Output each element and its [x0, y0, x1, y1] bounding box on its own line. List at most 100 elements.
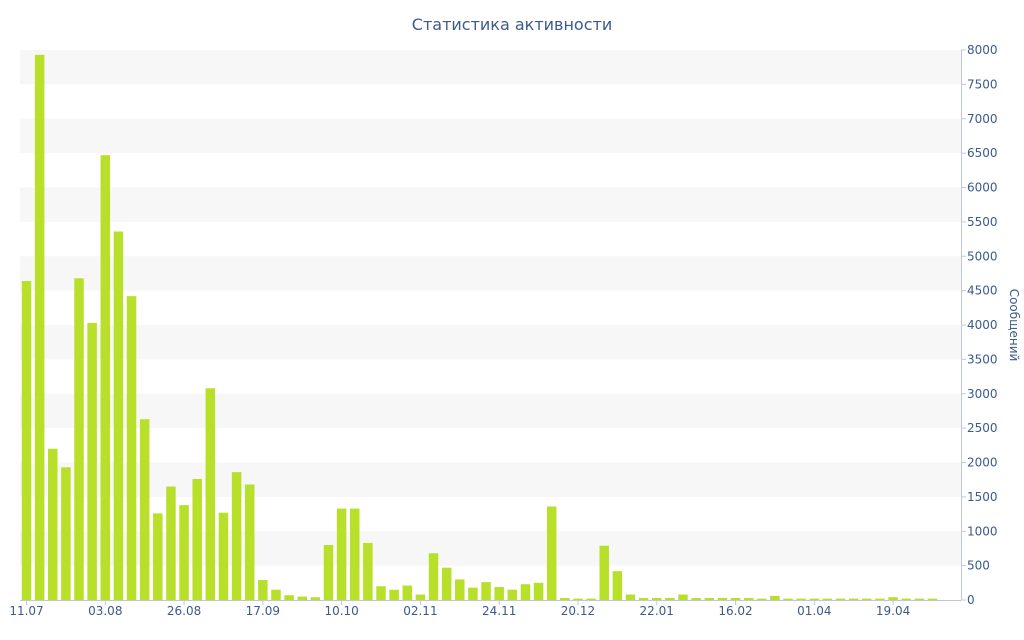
- x-tick-label: 11.07: [9, 604, 43, 618]
- x-tick-label: 26.08: [167, 604, 201, 618]
- x-tick-label: 17.09: [246, 604, 280, 618]
- bar: [192, 479, 202, 600]
- bar: [34, 54, 45, 601]
- bar: [468, 587, 478, 601]
- grid-band: [20, 531, 961, 566]
- bar: [336, 508, 347, 600]
- y-tick-label: 1000: [967, 524, 998, 538]
- bar: [205, 388, 216, 600]
- bar: [323, 545, 334, 600]
- x-tick-label: 10.10: [324, 604, 358, 618]
- y-axis: 0 500 1000 1500 2000 2500 3000 3500 4000 4500 5000…: [961, 43, 1021, 607]
- bar: [533, 582, 544, 600]
- bar: [218, 512, 229, 600]
- y-tick-label: 500: [967, 559, 990, 573]
- x-tick-label: 03.08: [88, 604, 122, 618]
- y-tick-label: 5500: [967, 215, 998, 229]
- bar: [665, 597, 675, 600]
- bar: [599, 545, 609, 600]
- bar: [244, 484, 255, 600]
- bar: [481, 582, 491, 601]
- grid-band: [20, 187, 961, 222]
- bar: [166, 486, 176, 600]
- x-tick-label: 24.11: [482, 604, 516, 618]
- bar: [717, 597, 728, 600]
- bar: [638, 597, 649, 600]
- bar: [651, 597, 662, 600]
- bar: [704, 597, 715, 600]
- bars-group: [21, 54, 938, 601]
- bar: [770, 595, 780, 601]
- y-tick-label: 7500: [967, 77, 998, 91]
- bar: [901, 598, 911, 601]
- y-tick-label: 4500: [967, 284, 998, 298]
- bar: [455, 579, 465, 601]
- grid-band: [20, 325, 961, 360]
- bar: [284, 595, 294, 600]
- bar: [573, 598, 583, 601]
- bar: [520, 584, 531, 600]
- y-tick-label: 3000: [967, 387, 998, 401]
- bar: [691, 597, 701, 600]
- x-axis: 11.07 03.08 26.08 17.09 10.10 02.11 24.11 20.12…: [9, 600, 961, 618]
- y-tick-label: 3500: [967, 352, 998, 366]
- bar: [875, 598, 885, 601]
- bar: [494, 586, 504, 600]
- x-tick-label: 16.02: [718, 604, 752, 618]
- bar: [258, 580, 268, 600]
- bar: [87, 322, 97, 600]
- bar: [888, 597, 898, 600]
- bar: [402, 585, 413, 600]
- bar: [310, 597, 321, 600]
- bar: [612, 571, 623, 601]
- bar: [848, 598, 859, 601]
- y-axis-title: Сообщений: [1007, 289, 1021, 362]
- bar: [126, 296, 137, 601]
- bar: [796, 598, 806, 601]
- y-tick-label: 2500: [967, 421, 998, 435]
- y-tick-label: 2000: [967, 456, 998, 470]
- y-tick-label: 5000: [967, 249, 998, 263]
- bar: [507, 589, 518, 600]
- y-tick-label: 6500: [967, 146, 998, 160]
- grid-band: [20, 50, 961, 85]
- bar: [822, 598, 833, 601]
- bar: [809, 598, 820, 601]
- bar: [862, 598, 872, 601]
- grid-band: [20, 393, 961, 429]
- y-tick-label: 8000: [967, 43, 998, 57]
- bar: [428, 553, 439, 600]
- bar: [783, 598, 793, 601]
- x-tick-label: 02.11: [403, 604, 437, 618]
- bar: [61, 467, 71, 600]
- x-tick-label: 19.04: [876, 604, 910, 618]
- bar: [139, 419, 150, 600]
- bar: [231, 472, 242, 601]
- bar: [21, 281, 32, 600]
- bar: [153, 513, 163, 601]
- y-tick-label: 4000: [967, 318, 998, 332]
- bar: [297, 596, 307, 600]
- x-tick-label: 01.04: [797, 604, 831, 618]
- bar: [586, 598, 596, 601]
- bar: [625, 594, 636, 600]
- chart-title: Статистика активности: [411, 15, 613, 34]
- bar: [757, 598, 767, 601]
- bar: [350, 508, 360, 600]
- bar: [546, 506, 557, 600]
- bar: [560, 597, 570, 600]
- bar: [914, 598, 925, 601]
- y-tick-label: 6000: [967, 181, 998, 195]
- bar: [441, 567, 452, 600]
- y-tick-label: 7000: [967, 112, 998, 126]
- y-tick-label: 0: [967, 593, 975, 607]
- bar: [835, 598, 846, 601]
- bar: [48, 448, 58, 600]
- bar: [927, 598, 938, 601]
- bar: [678, 594, 688, 600]
- bar: [113, 231, 124, 600]
- bar: [100, 155, 111, 600]
- bar: [179, 505, 189, 601]
